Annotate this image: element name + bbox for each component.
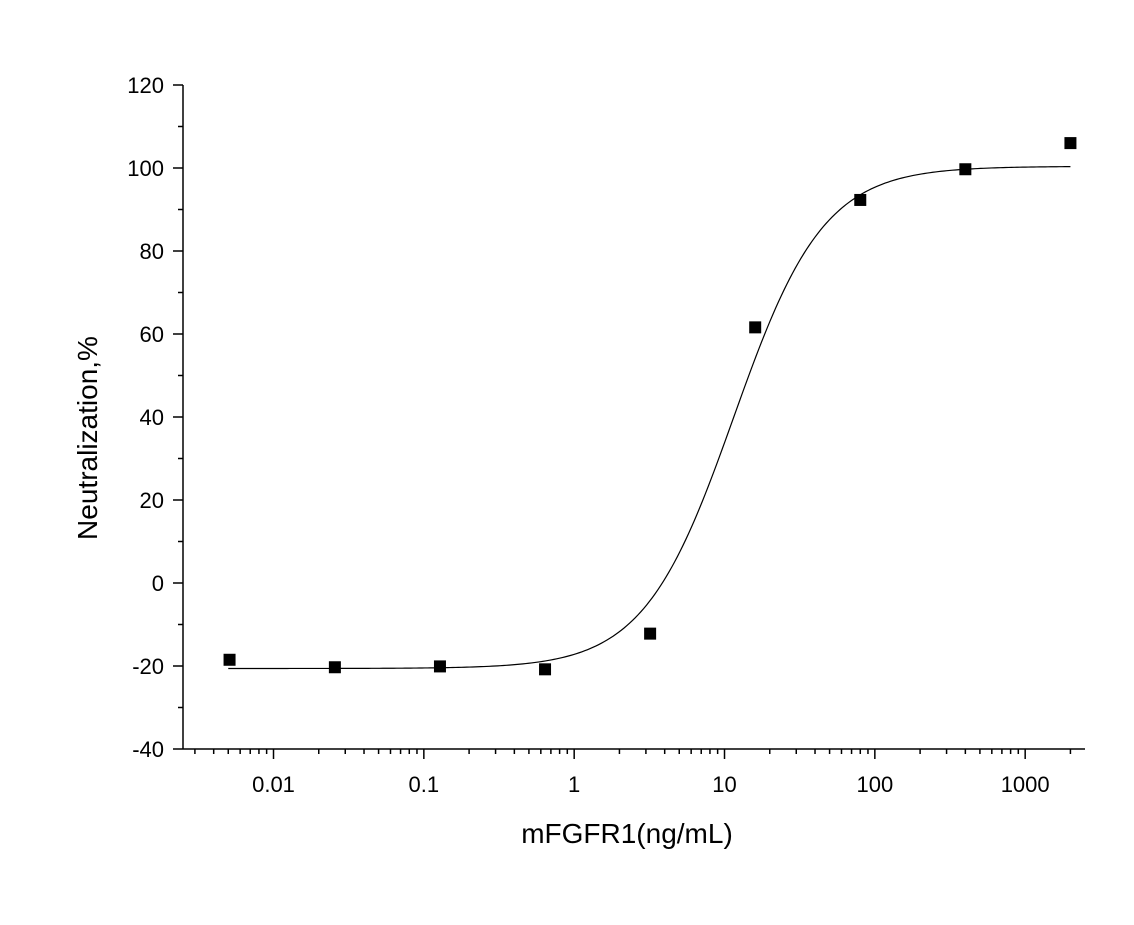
x-tick-label: 0.01 xyxy=(252,772,295,797)
fit-curve xyxy=(228,166,1071,670)
y-tick-label: 20 xyxy=(140,488,164,513)
x-tick-label: 1000 xyxy=(1001,772,1050,797)
y-tick-label: 120 xyxy=(127,73,164,98)
fit-curve-layer xyxy=(228,166,1071,670)
x-tick-label: 100 xyxy=(856,772,893,797)
data-point xyxy=(433,660,446,673)
y-tick-label: 0 xyxy=(152,571,164,596)
data-point xyxy=(854,193,867,206)
x-tick-label: 1 xyxy=(568,772,580,797)
data-point xyxy=(749,321,762,334)
x-axis-title: mFGFR1(ng/mL) xyxy=(521,818,733,849)
axes: -40 -20 0 20 40 60 80 100 120 0.01 0.1 1 10 100 1000 xyxy=(127,73,1085,797)
data-point xyxy=(959,163,972,176)
y-axis-title: Neutralization,% xyxy=(72,336,103,540)
x-tick-label: 0.1 xyxy=(409,772,440,797)
y-tick-label: 40 xyxy=(140,405,164,430)
y-tick-label: 80 xyxy=(140,239,164,264)
data-point xyxy=(1064,137,1077,150)
x-tick-label: 10 xyxy=(712,772,736,797)
y-tick-label: -40 xyxy=(132,737,164,762)
data-points-layer xyxy=(223,137,1077,676)
data-point xyxy=(223,653,236,666)
data-point xyxy=(644,627,657,640)
y-tick-label: -20 xyxy=(132,654,164,679)
data-point xyxy=(539,663,552,676)
y-tick-label: 100 xyxy=(127,156,164,181)
y-tick-label: 60 xyxy=(140,322,164,347)
data-point xyxy=(328,661,341,674)
